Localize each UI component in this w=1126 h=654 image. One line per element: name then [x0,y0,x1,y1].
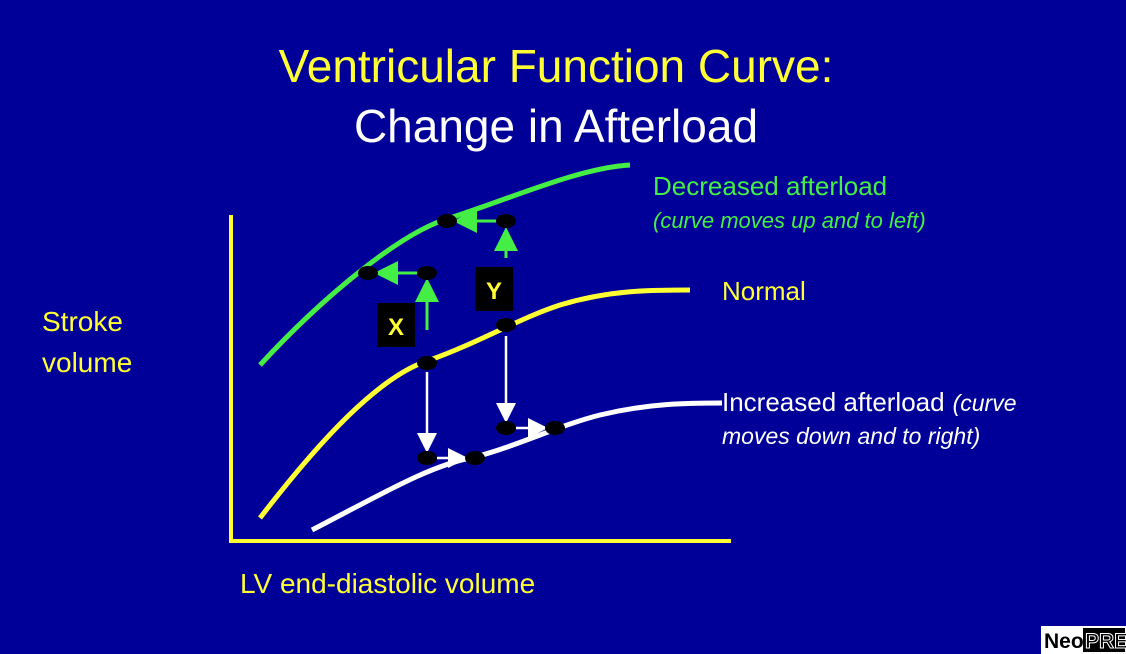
logo-text: Neo [1044,630,1084,653]
curve-label: Normal [722,276,806,306]
point [437,214,457,228]
marker-label: Y [486,278,502,305]
point [496,214,516,228]
increased-curve [310,400,723,533]
point [545,421,565,435]
point [358,266,378,280]
point [417,451,437,465]
curve-note: (curve moves up and to left) [653,208,926,233]
point [496,318,516,332]
curve-note: (curve [953,390,1017,416]
logo-text: PRE [1085,630,1126,653]
points [358,214,565,465]
point [496,421,516,435]
curve-label-line: Increased afterload (curve [722,387,1017,417]
point [417,266,437,280]
marker-box [475,267,513,311]
y-axis-label: volume [42,347,132,378]
y-axis-label: Stroke [42,306,123,337]
normal-curve [258,287,691,520]
curve-label: Increased afterload [722,387,945,417]
title-line2: Change in Afterload [354,100,758,152]
point [465,451,485,465]
x-axis-label: LV end-diastolic volume [240,568,535,599]
point [417,356,437,370]
curve-label: Decreased afterload [653,171,887,201]
curve-note: moves down and to right) [722,423,980,449]
logo-box [1083,628,1125,652]
marker-label: X [388,314,404,341]
marker-box [377,303,415,347]
title-line1: Ventricular Function Curve: [279,40,834,92]
